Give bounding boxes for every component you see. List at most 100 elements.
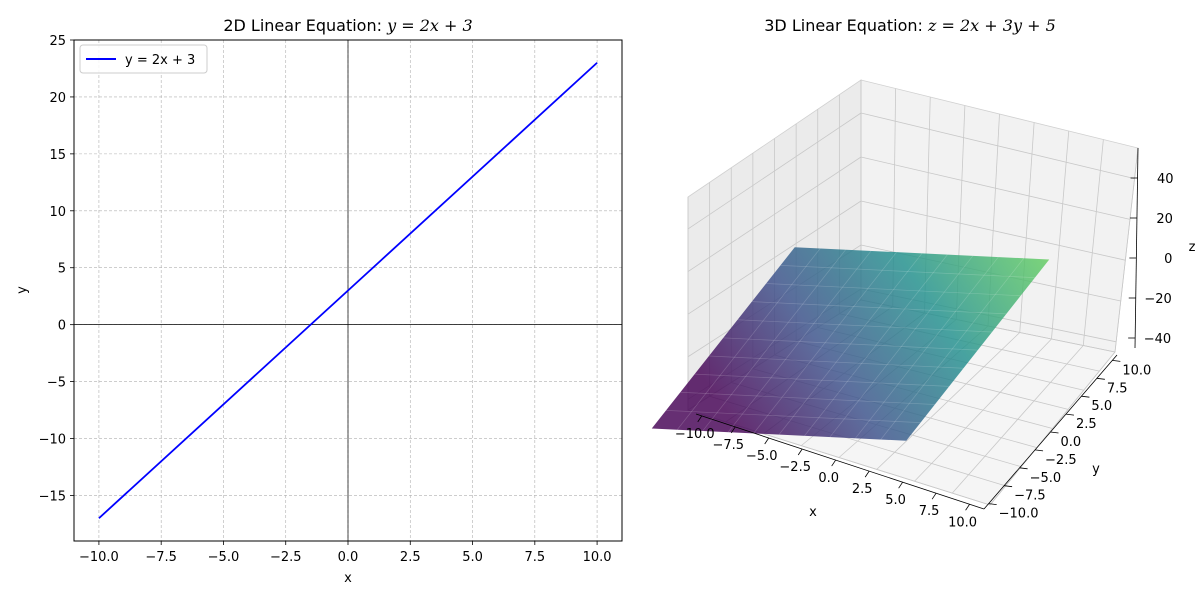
- z3d-tick-label: −20: [1144, 292, 1171, 307]
- mesh-line-u: [676, 248, 821, 430]
- z3d-tick-label: 40: [1157, 172, 1174, 187]
- mesh-line-u: [880, 258, 1025, 440]
- mesh-line-v: [666, 410, 921, 423]
- mesh-line-u: [753, 251, 897, 434]
- x3d-tick-label: −5.0: [746, 449, 778, 464]
- y-tick-label: 20: [49, 91, 66, 106]
- left-grid-z: [687, 200, 862, 315]
- chart-3d: 3D Linear Equation: z = 2x + 3y + 5 −10.…: [651, 16, 1196, 530]
- mesh-line-v: [780, 265, 1035, 278]
- y3d-tick-label: 7.5: [1107, 381, 1128, 396]
- mesh-line-v: [737, 319, 993, 333]
- y3d-tick-label: −10.0: [999, 507, 1039, 522]
- left-grid-z: [687, 156, 862, 272]
- x3d-tick-mark: [965, 504, 970, 511]
- x3d-tick-label: 7.5: [919, 504, 940, 519]
- x3d-tick-label: 5.0: [885, 493, 906, 508]
- y3d-tick-mark: [1019, 467, 1028, 470]
- back-grid-x: [1082, 139, 1104, 346]
- mesh-line-u: [855, 256, 999, 439]
- y-tick-label: 5: [58, 262, 66, 277]
- chart-3d-x-ticks: −10.0−7.5−5.0−2.5 0.0 2.5 5.0 7.5 10.0: [675, 415, 977, 530]
- chart-2d-x-axis-label: x: [344, 571, 352, 586]
- x3d-tick-mark: [831, 459, 837, 467]
- x3d-tick-label: −2.5: [779, 460, 811, 475]
- chart-3d-z-axis-label: z: [1189, 240, 1196, 255]
- chart-2d-legend: y = 2x + 3: [79, 44, 208, 74]
- x3d-tick-mark: [697, 415, 703, 423]
- series-line: [98, 62, 598, 519]
- y3d-tick-mark: [1065, 413, 1075, 416]
- z3d-tick-label: 20: [1156, 212, 1173, 227]
- x-tick-label: 2.5: [400, 550, 421, 565]
- y3d-tick-label: 5.0: [1091, 399, 1112, 414]
- mesh-line-u: [702, 249, 846, 432]
- y-tick-label: 0: [58, 319, 66, 334]
- mesh-line-u: [804, 254, 948, 437]
- x-tick-label: 7.5: [524, 550, 545, 565]
- mesh-line-v: [708, 355, 964, 369]
- x3d-tick-mark: [898, 481, 903, 489]
- chart-3d-y-ticks: −10.0 −7.5 −5.0 −2.5 0.0 2.5 5.0 7.5 10.0: [988, 359, 1151, 522]
- x-tick-label: 10.0: [583, 550, 612, 565]
- chart-3d-x-axis-label: x: [809, 505, 817, 520]
- y-tick-label: −10: [39, 433, 66, 448]
- y3d-tick-label: −7.5: [1014, 489, 1046, 504]
- y-tick-label: 25: [49, 34, 66, 49]
- mesh-line-v: [766, 283, 1021, 297]
- back-grid-z: [860, 200, 1126, 261]
- back-grid-x: [1051, 130, 1070, 340]
- y-tick-label: 10: [49, 205, 66, 220]
- surface-mesh: [666, 248, 1035, 440]
- y3d-tick-mark: [1081, 395, 1090, 398]
- y3d-tick-mark: [1004, 485, 1013, 488]
- x3d-tick-mark: [730, 426, 736, 434]
- x-tick-label: −7.5: [145, 550, 177, 565]
- mesh-line-v: [751, 301, 1007, 315]
- mesh-line-v: [723, 337, 978, 351]
- mesh-line-u: [727, 250, 872, 433]
- x3d-tick-mark: [931, 492, 937, 500]
- x3d-tick-label: 10.0: [948, 515, 977, 530]
- chart-2d: 2D Linear Equation: y = 2x + 3 −10.0 −7.5…: [15, 16, 623, 586]
- x-tick-label: 5.0: [462, 550, 483, 565]
- x-tick-label: 0.0: [338, 550, 359, 565]
- y3d-tick-label: 0.0: [1061, 435, 1082, 450]
- x3d-tick-label: 0.0: [818, 471, 839, 486]
- chart-3d-y-axis-label: y: [1092, 462, 1100, 477]
- x-tick-label: −5.0: [208, 550, 240, 565]
- y3d-tick-label: 10.0: [1122, 363, 1151, 378]
- back-grid-x: [1019, 122, 1035, 333]
- back-grid-z: [860, 156, 1131, 220]
- y3d-tick-mark: [1034, 449, 1044, 452]
- surface-plane: [651, 247, 1050, 441]
- y-tick-label: −15: [39, 489, 66, 504]
- left-grid-z: [687, 112, 862, 230]
- back-grid-z: [860, 112, 1135, 179]
- x3d-tick-mark: [797, 448, 803, 456]
- chart-2d-y-ticks: −15 −10 −5 0 5 10 15 20 25: [39, 34, 74, 504]
- mesh-line-v: [680, 391, 935, 405]
- y-tick-label: 15: [49, 148, 66, 163]
- y3d-tick-mark: [1096, 377, 1105, 380]
- y3d-tick-mark: [1112, 359, 1121, 362]
- chart-3d-z-ticks: −40 −20 0 20 40: [1128, 172, 1174, 347]
- x-tick-label: −2.5: [270, 550, 302, 565]
- back-grid-x: [1114, 147, 1139, 353]
- x-tick-label: −10.0: [79, 550, 119, 565]
- legend-box: [79, 44, 208, 74]
- z3d-tick-label: −40: [1144, 332, 1171, 347]
- y3d-tick-mark: [988, 503, 997, 506]
- mesh-line-u: [778, 253, 923, 435]
- x3d-tick-label: −7.5: [712, 438, 744, 453]
- y-tick-label: −5: [47, 376, 66, 391]
- x3d-tick-mark: [864, 470, 870, 478]
- x3d-tick-label: −10.0: [675, 427, 715, 442]
- chart-2d-x-ticks: −10.0 −7.5 −5.0 −2.5 0.0 2.5 5.0 7.5 10.0: [79, 541, 612, 565]
- chart-3d-title: 3D Linear Equation: z = 2x + 3y + 5: [764, 16, 1056, 35]
- x3d-tick-mark: [764, 437, 770, 445]
- mesh-line-u: [829, 255, 974, 438]
- chart-2d-title: 2D Linear Equation: y = 2x + 3: [223, 16, 472, 35]
- y3d-tick-label: −2.5: [1045, 453, 1077, 468]
